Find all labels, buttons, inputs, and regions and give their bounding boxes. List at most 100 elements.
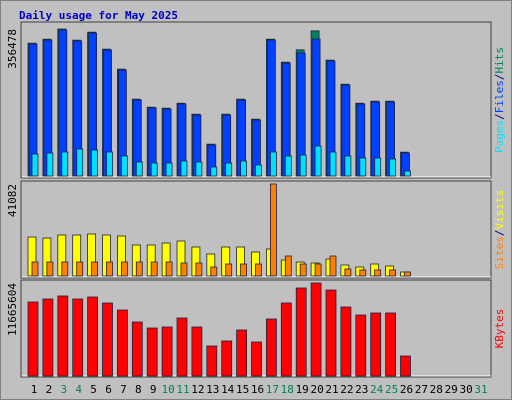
bar	[46, 261, 54, 277]
bar	[91, 149, 98, 177]
bar	[76, 148, 84, 177]
bar	[284, 155, 292, 177]
x-tick-label: 4	[75, 383, 82, 396]
bar	[180, 262, 188, 277]
bar	[87, 296, 98, 377]
legend-entry: Files	[493, 80, 506, 113]
x-tick-label: 12	[191, 383, 204, 396]
bar	[295, 287, 307, 377]
x-tick-label: 30	[459, 383, 472, 396]
bar	[389, 269, 397, 277]
legend-entry: Sites	[493, 236, 506, 269]
x-tick-label: 2	[46, 383, 53, 396]
bar	[91, 261, 98, 277]
x-tick-label: 18	[281, 383, 294, 396]
x-tick-label: 7	[120, 383, 127, 396]
x-tick-label: 22	[340, 383, 353, 396]
x-tick-label: 29	[445, 383, 458, 396]
bar	[191, 326, 203, 377]
legend-entry: KBytes	[493, 309, 506, 349]
bar	[146, 327, 158, 377]
chart-title: Daily usage for May 2025	[19, 9, 178, 22]
bar	[57, 295, 69, 377]
bar	[340, 306, 352, 377]
bar	[135, 161, 143, 177]
bar	[225, 162, 233, 177]
bar	[42, 298, 54, 377]
bar	[225, 263, 233, 277]
y-tick-label: 356478	[6, 29, 19, 69]
legend-entry: Pages	[493, 120, 506, 153]
bar	[344, 155, 352, 177]
bar	[404, 271, 411, 277]
x-tick-label: 14	[221, 383, 235, 396]
y-tick-label: 41082	[6, 184, 19, 217]
legend: Sites/Visits	[493, 190, 506, 270]
bar	[131, 321, 143, 377]
x-tick-label: 1	[31, 383, 38, 396]
x-tick-label: 17	[266, 383, 279, 396]
bar	[385, 312, 397, 377]
x-tick-label: 5	[90, 383, 97, 396]
bar	[165, 162, 173, 177]
bar	[314, 263, 322, 277]
x-tick-label: 27	[415, 383, 428, 396]
bar	[251, 341, 262, 377]
bar	[195, 161, 203, 177]
bar	[299, 263, 307, 277]
bar	[210, 166, 218, 177]
bar	[370, 312, 382, 377]
bar	[329, 255, 337, 277]
bar	[76, 261, 84, 277]
x-tick-label: 19	[296, 383, 309, 396]
bar	[27, 301, 39, 377]
bar	[269, 151, 277, 177]
bar	[265, 318, 277, 377]
bar	[400, 355, 411, 377]
bar	[117, 309, 128, 377]
bar	[240, 263, 248, 277]
bar	[255, 263, 262, 277]
y-tick-label: 11665604	[6, 283, 19, 336]
bar	[269, 183, 277, 277]
bar	[314, 145, 322, 177]
x-tick-label: 31	[474, 383, 487, 396]
bar	[180, 160, 188, 177]
legend-separator: /	[493, 74, 506, 81]
bar	[150, 162, 158, 177]
x-tick-label: 21	[325, 383, 338, 396]
bar	[280, 302, 292, 377]
legend-separator: /	[493, 230, 506, 237]
x-tick-label: 20	[310, 383, 323, 396]
x-tick-label: 8	[135, 383, 142, 396]
x-tick-label: 9	[150, 383, 157, 396]
legend-separator: /	[493, 113, 506, 120]
bar	[255, 164, 262, 177]
x-tick-label: 15	[236, 383, 249, 396]
bar	[150, 261, 158, 277]
bar	[61, 151, 69, 177]
bar	[310, 282, 322, 377]
bar	[374, 157, 382, 177]
bar	[404, 170, 411, 177]
legend: KBytes	[493, 309, 506, 349]
bar	[31, 261, 39, 277]
legend-entry: Hits	[493, 47, 506, 74]
x-tick-label: 24	[370, 383, 384, 396]
bar	[374, 269, 382, 277]
x-tick-label: 28	[430, 383, 443, 396]
bar	[240, 160, 248, 177]
x-tick-label: 16	[251, 383, 264, 396]
bar	[176, 317, 188, 377]
x-tick-label: 3	[60, 383, 67, 396]
bar	[31, 153, 39, 177]
bar	[344, 268, 352, 277]
x-tick-label: 6	[105, 383, 112, 396]
bar	[299, 154, 307, 177]
bar	[161, 326, 173, 377]
bar	[106, 151, 113, 177]
bar	[165, 261, 173, 277]
bar	[102, 302, 113, 377]
